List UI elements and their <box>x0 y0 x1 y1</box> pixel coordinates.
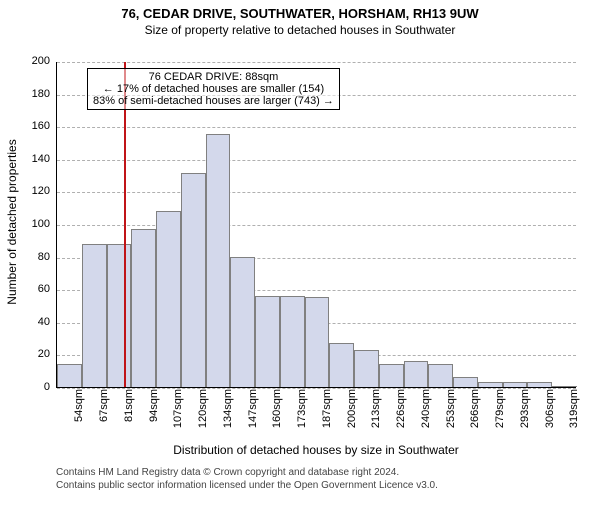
x-tick-label: 81sqm <box>123 389 135 422</box>
x-tick-label: 54sqm <box>73 389 85 422</box>
histogram-bar <box>57 364 82 387</box>
x-tick-label: 240sqm <box>420 389 432 428</box>
histogram-bar <box>305 297 330 387</box>
y-tick-label: 40 <box>16 316 50 328</box>
x-tick-label: 67sqm <box>98 389 110 422</box>
x-tick-label: 120sqm <box>197 389 209 428</box>
x-tick-label: 279sqm <box>494 389 506 428</box>
histogram-bar <box>181 173 206 387</box>
x-tick-label: 173sqm <box>296 389 308 428</box>
x-tick-label: 94sqm <box>148 389 160 422</box>
x-tick-label: 147sqm <box>247 389 259 428</box>
chart-title: 76, CEDAR DRIVE, SOUTHWATER, HORSHAM, RH… <box>0 6 600 21</box>
gridline <box>57 62 576 63</box>
x-axis-label: Distribution of detached houses by size … <box>56 443 576 457</box>
histogram-bar <box>354 350 379 387</box>
y-tick-label: 60 <box>16 283 50 295</box>
gridline <box>57 225 576 226</box>
histogram-bar <box>404 361 429 387</box>
histogram-bar <box>206 134 231 387</box>
x-tick-label: 253sqm <box>445 389 457 428</box>
x-tick-label: 293sqm <box>519 389 531 428</box>
y-tick-label: 200 <box>16 55 50 67</box>
annotation-box: 76 CEDAR DRIVE: 88sqm← 17% of detached h… <box>87 68 340 110</box>
histogram-bar <box>503 382 528 387</box>
y-tick-label: 100 <box>16 218 50 230</box>
chart-subtitle: Size of property relative to detached ho… <box>0 23 600 37</box>
histogram-bar <box>255 296 280 387</box>
x-tick-label: 226sqm <box>395 389 407 428</box>
y-tick-label: 160 <box>16 120 50 132</box>
x-tick-label: 306sqm <box>544 389 556 428</box>
histogram-bar <box>280 296 305 387</box>
y-tick-label: 140 <box>16 153 50 165</box>
plot-area: 02040608010012014016018020054sqm67sqm81s… <box>56 62 576 388</box>
x-tick-label: 187sqm <box>321 389 333 428</box>
histogram-bar <box>552 386 577 387</box>
y-tick-label: 180 <box>16 88 50 100</box>
attribution-footer: Contains HM Land Registry data © Crown c… <box>56 466 438 492</box>
reference-line <box>124 62 126 387</box>
histogram-bar <box>131 229 156 387</box>
x-tick-label: 319sqm <box>569 389 581 428</box>
gridline <box>57 192 576 193</box>
histogram-bar <box>478 382 503 387</box>
y-tick-label: 20 <box>16 348 50 360</box>
y-tick-label: 120 <box>16 185 50 197</box>
histogram-bar <box>428 364 453 387</box>
histogram-bar <box>156 211 181 387</box>
x-tick-label: 134sqm <box>222 389 234 428</box>
histogram-bar <box>453 377 478 387</box>
annotation-line: 83% of semi-detached houses are larger (… <box>93 95 334 107</box>
annotation-line: 76 CEDAR DRIVE: 88sqm <box>93 71 334 83</box>
gridline <box>57 160 576 161</box>
histogram-bar <box>379 364 404 387</box>
footer-line-1: Contains HM Land Registry data © Crown c… <box>56 466 438 479</box>
footer-line-2: Contains public sector information licen… <box>56 479 438 492</box>
x-tick-label: 200sqm <box>346 389 358 428</box>
histogram-bar <box>82 244 107 387</box>
y-tick-label: 0 <box>16 381 50 393</box>
x-tick-label: 107sqm <box>172 389 184 428</box>
x-tick-label: 213sqm <box>371 389 383 428</box>
histogram-bar <box>527 382 552 387</box>
y-tick-label: 80 <box>16 251 50 263</box>
histogram-bar <box>329 343 354 387</box>
gridline <box>57 127 576 128</box>
x-tick-label: 160sqm <box>271 389 283 428</box>
histogram-bar <box>107 244 132 387</box>
x-tick-label: 266sqm <box>470 389 482 428</box>
annotation-line: ← 17% of detached houses are smaller (15… <box>93 83 334 95</box>
histogram-bar <box>230 257 255 387</box>
